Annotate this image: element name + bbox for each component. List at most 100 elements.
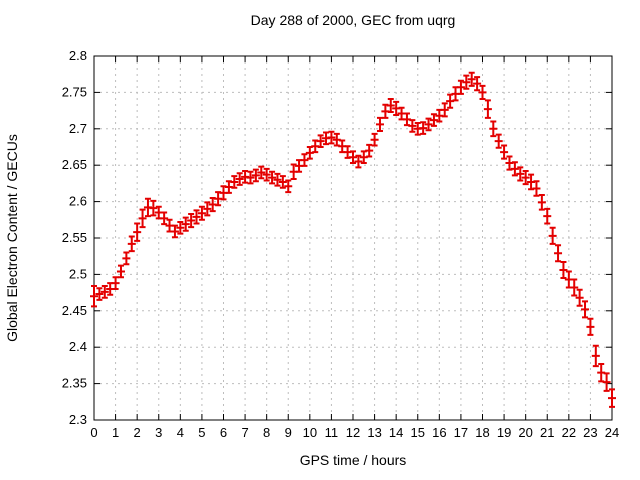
y-tick-label: 2.6 <box>69 194 87 209</box>
x-tick-label: 17 <box>454 425 468 440</box>
errorbar-point <box>214 191 223 207</box>
errorbar-point <box>575 288 584 307</box>
errorbar-point <box>375 116 384 132</box>
y-tick-label: 2.5 <box>69 266 87 281</box>
errorbar-point <box>224 180 233 194</box>
x-tick-label: 9 <box>285 425 292 440</box>
errorbar-point <box>273 172 282 187</box>
errorbar-point <box>262 167 271 182</box>
errorbar-point <box>597 362 606 383</box>
errorbar-point <box>327 130 336 145</box>
errorbar-point <box>181 216 190 232</box>
x-tick-label: 8 <box>263 425 270 440</box>
errorbar-point <box>235 172 244 186</box>
errorbar-point <box>413 121 422 136</box>
y-tick-label: 2.7 <box>69 121 87 136</box>
errorbar-point <box>251 168 260 183</box>
errorbar-point <box>537 194 546 211</box>
errorbar-point <box>149 199 158 217</box>
errorbar-point <box>424 117 433 132</box>
y-tick-label: 2.55 <box>62 230 87 245</box>
x-tick-label: 14 <box>389 425 403 440</box>
errorbar-point <box>338 139 347 154</box>
errorbar-point <box>392 100 401 116</box>
errorbar-point <box>359 150 368 165</box>
errorbar-point <box>300 153 309 167</box>
y-tick-label: 2.65 <box>62 157 87 172</box>
errorbar-point <box>608 388 616 408</box>
errorbar-point <box>548 226 557 245</box>
errorbar-point <box>381 103 390 119</box>
errorbar-point <box>500 144 509 160</box>
x-tick-label: 11 <box>325 425 339 440</box>
errorbar-point <box>408 119 417 133</box>
errorbar-point <box>554 244 563 263</box>
errorbar-point <box>516 166 525 182</box>
errorbar-point <box>138 208 147 229</box>
errorbar-point <box>505 155 514 171</box>
errorbar-point <box>349 150 357 165</box>
errorbar-point <box>494 133 503 149</box>
errorbar-point <box>446 93 455 109</box>
errorbar-point <box>332 132 341 147</box>
errorbar-point <box>246 170 255 185</box>
x-tick-label: 3 <box>155 425 162 440</box>
errorbar-point <box>489 120 498 138</box>
x-tick-label: 18 <box>475 425 489 440</box>
errorbar-point <box>532 180 541 197</box>
x-tick-label: 21 <box>540 425 554 440</box>
errorbar-point <box>284 179 293 194</box>
errorbar-point <box>165 218 174 233</box>
y-axis-label: Global Electron Content / GECUs <box>4 134 20 342</box>
errorbar-point <box>160 211 169 226</box>
errorbar-point <box>570 278 579 297</box>
errorbar-point <box>462 74 471 90</box>
x-tick-label: 19 <box>497 425 511 440</box>
y-tick-label: 2.4 <box>69 339 87 354</box>
errorbar-point <box>143 197 152 218</box>
x-tick-label: 23 <box>583 425 597 440</box>
errorbar-point <box>322 131 331 146</box>
errorbar-point <box>100 285 109 299</box>
x-tick-label: 15 <box>411 425 425 440</box>
errorbar-point <box>451 86 460 102</box>
errorbar-point <box>122 251 131 266</box>
errorbar-point <box>208 196 217 213</box>
errorbar-point <box>397 106 406 121</box>
x-axis-label: GPS time / hours <box>299 452 407 468</box>
errorbar-point <box>278 175 287 189</box>
errorbar-point <box>203 201 212 217</box>
errorbar-point <box>467 71 476 87</box>
errorbar-point <box>365 143 374 158</box>
errorbar-point <box>295 159 304 173</box>
errorbar-point <box>527 173 536 191</box>
errorbar-point <box>192 209 201 225</box>
errorbar-point <box>435 108 444 123</box>
x-tick-label: 10 <box>303 425 317 440</box>
x-tick-label: 5 <box>198 425 205 440</box>
errorbar-point <box>95 287 104 301</box>
x-tick-label: 22 <box>562 425 576 440</box>
errorbar-point <box>456 79 465 95</box>
x-tick-label: 2 <box>134 425 141 440</box>
errorbar-point <box>133 222 142 242</box>
x-tick-label: 16 <box>432 425 446 440</box>
x-tick-label: 20 <box>518 425 532 440</box>
x-tick-label: 0 <box>90 425 97 440</box>
errorbar-point <box>197 205 206 221</box>
errorbar-point <box>478 84 487 100</box>
errorbar-point <box>602 372 611 392</box>
x-tick-label: 6 <box>220 425 227 440</box>
errorbar-point <box>419 121 428 135</box>
errorbar-point <box>176 220 185 235</box>
x-tick-label: 24 <box>605 425 619 440</box>
errorbar-point <box>116 264 125 279</box>
errorbar-point <box>386 97 395 114</box>
errorbar-point <box>170 224 179 239</box>
x-tick-label: 1 <box>112 425 119 440</box>
errorbar-point <box>305 146 314 160</box>
y-tick-label: 2.3 <box>69 412 87 427</box>
y-tick-label: 2.35 <box>62 376 87 391</box>
errorbar-point <box>429 113 438 127</box>
